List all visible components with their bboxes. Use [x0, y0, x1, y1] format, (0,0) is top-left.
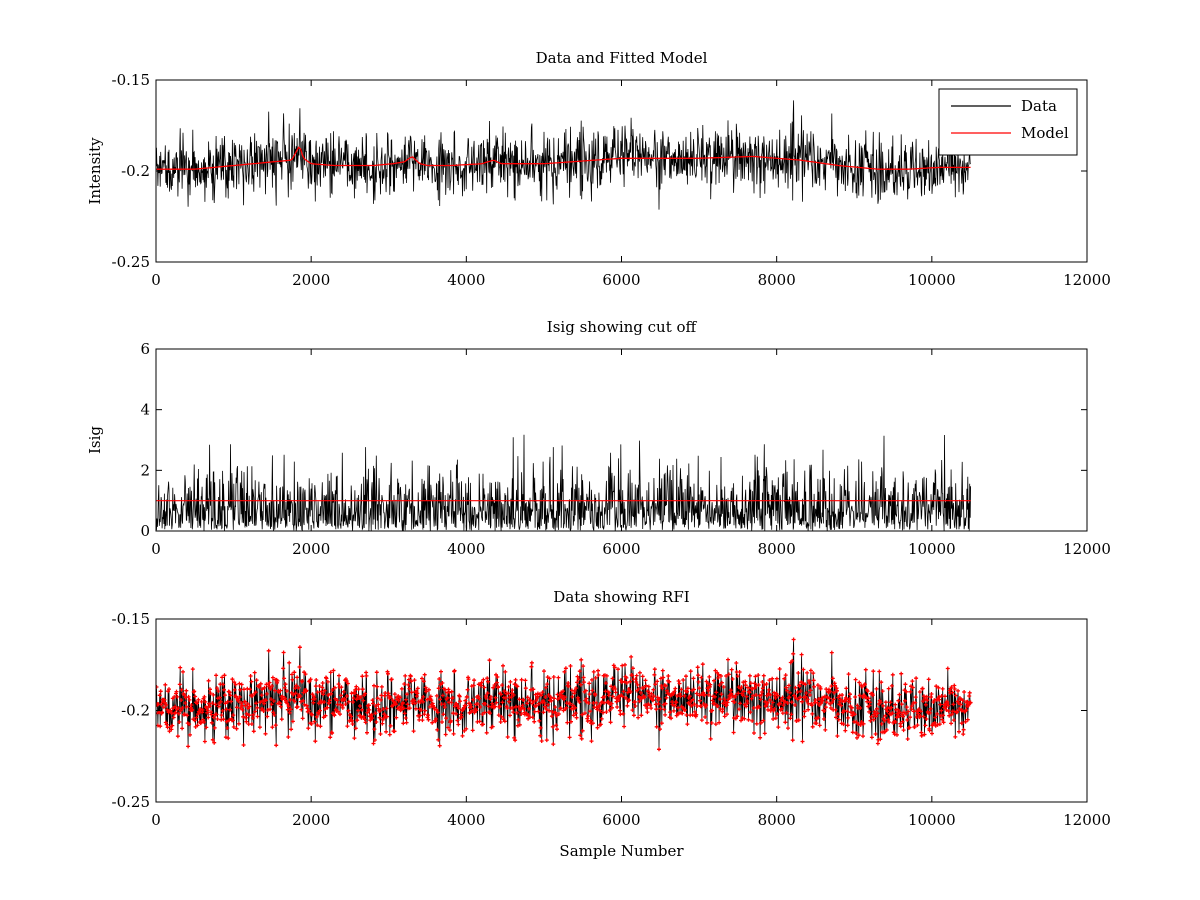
y-tick-label: -0.2	[121, 702, 150, 720]
x-tick-label: 4000	[447, 540, 485, 558]
x-tick-label: 8000	[758, 811, 796, 829]
panel-2: 0 2000 4000 6000 8000 10000 12000 0 2 4 6 Isig show…	[86, 318, 1111, 558]
series-isig-line	[156, 434, 971, 531]
chart-title: Isig showing cut off	[547, 318, 698, 336]
x-tick-label: 2000	[292, 271, 330, 289]
chart-title: Data and Fitted Model	[536, 49, 708, 67]
y-tick-label: -0.25	[112, 253, 150, 271]
x-tick-label: 6000	[602, 811, 640, 829]
y-tick-label: -0.25	[112, 793, 150, 811]
series-data-line	[156, 100, 971, 210]
x-tick-label: 2000	[292, 540, 330, 558]
y-axis-label: Isig	[86, 426, 104, 454]
y-axis-label: Intensity	[86, 137, 104, 205]
x-tick-label: 4000	[447, 271, 485, 289]
x-tick-label: 6000	[602, 271, 640, 289]
x-tick-label: 12000	[1063, 540, 1111, 558]
legend-label-model: Model	[1021, 124, 1069, 142]
x-tick-label: 4000	[447, 811, 485, 829]
x-tick-label: 8000	[758, 540, 796, 558]
data-layer	[156, 434, 971, 531]
data-layer	[156, 100, 971, 210]
y-tick-label: 2	[140, 461, 150, 479]
chart-title: Data showing RFI	[553, 588, 689, 606]
x-tick-label: 10000	[908, 271, 956, 289]
x-tick-label: 12000	[1063, 271, 1111, 289]
y-tick-label: -0.2	[121, 162, 150, 180]
legend-label-data: Data	[1021, 97, 1057, 115]
y-tick-label: 0	[140, 522, 150, 540]
x-tick-label: 10000	[908, 540, 956, 558]
x-tick-label: 6000	[602, 540, 640, 558]
y-tick-label: -0.15	[112, 610, 150, 628]
x-tick-label: 10000	[908, 811, 956, 829]
x-tick-label: 0	[151, 811, 161, 829]
y-tick-label: -0.15	[112, 71, 150, 89]
y-tick-label: 6	[140, 340, 150, 358]
x-tick-label: 2000	[292, 811, 330, 829]
x-tick-label: 8000	[758, 271, 796, 289]
series-model-line	[156, 146, 971, 170]
y-tick-label: 4	[140, 401, 150, 419]
legend-box	[938, 88, 1078, 156]
x-tick-label: 0	[151, 540, 161, 558]
series-rfi-markers	[156, 637, 973, 752]
panel-1: 0 2000 4000 6000 8000 10000 12000 -0.15 -0.2 -0.2…	[86, 49, 1111, 289]
x-tick-label: 12000	[1063, 811, 1111, 829]
legend: Data Model	[938, 88, 1078, 156]
data-layer	[156, 637, 973, 752]
panel-3: 0 2000 4000 6000 8000 10000 12000 -0.15 -0.2 -0.2…	[112, 588, 1111, 860]
x-axis-label: Sample Number	[559, 842, 684, 860]
x-tick-label: 0	[151, 271, 161, 289]
